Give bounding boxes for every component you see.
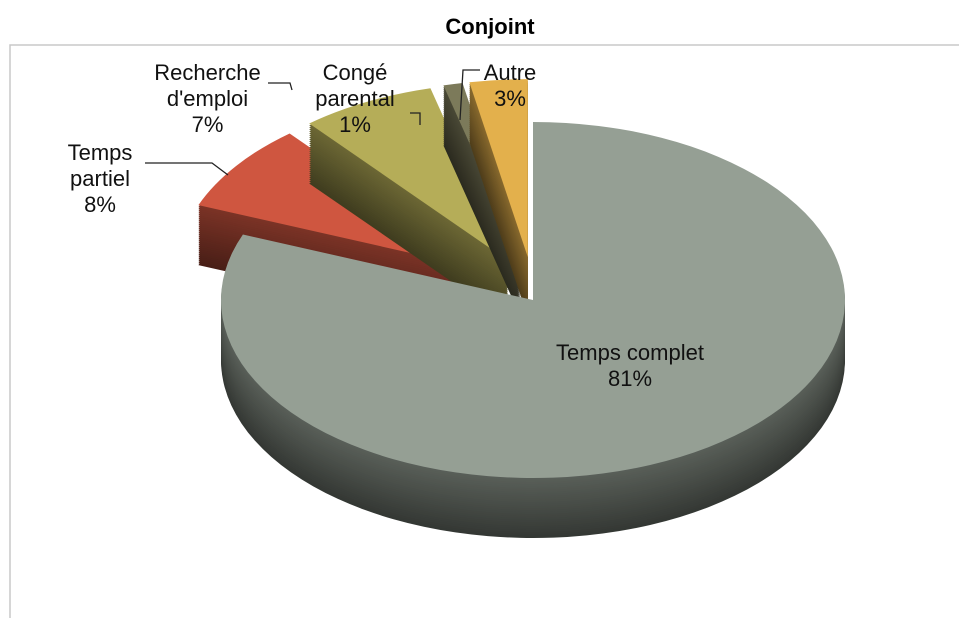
- data-label: Recherche d'emploi 7%: [125, 60, 290, 138]
- value-label: 8%: [84, 192, 116, 217]
- slice-side: [443, 122, 522, 298]
- slice-side: [443, 108, 522, 284]
- category-label: Autre: [483, 60, 537, 85]
- slice-side: [443, 112, 522, 288]
- data-label: Autre 3%: [470, 60, 550, 112]
- slice-side: [443, 120, 522, 296]
- chart-title: Conjoint: [445, 14, 535, 39]
- slice-side: [443, 128, 522, 304]
- category-label: Temps complet: [556, 340, 704, 365]
- slice-side: [443, 132, 522, 308]
- category-label: Congé parental: [315, 60, 395, 111]
- slice-side: [443, 134, 522, 310]
- slice-side: [443, 130, 522, 306]
- leader-lines: [145, 69, 480, 176]
- value-label: 1%: [339, 112, 371, 137]
- slice: [469, 79, 528, 258]
- category-label: Recherche d'emploi: [154, 60, 261, 111]
- slice-side: [443, 116, 522, 292]
- plot-border: [9, 44, 959, 618]
- slice-side: [443, 114, 522, 290]
- value-label: 3%: [494, 86, 526, 111]
- slice-side: [443, 110, 522, 286]
- slice-side: [443, 138, 522, 314]
- data-label: Temps complet 81%: [540, 340, 720, 392]
- slice-side: [443, 124, 522, 300]
- data-label: Temps partiel 8%: [45, 140, 155, 218]
- slice-side: [443, 142, 522, 318]
- value-label: 7%: [191, 112, 224, 137]
- data-label: Congé parental 1%: [280, 60, 430, 138]
- slice: [309, 88, 509, 261]
- slice-side: [443, 140, 522, 316]
- category-label: Temps partiel: [67, 140, 133, 191]
- slice: [221, 122, 846, 478]
- slice-side: [443, 136, 522, 312]
- slice-side: [443, 126, 522, 302]
- slice-side: [443, 118, 522, 294]
- value-label: 81%: [607, 366, 653, 391]
